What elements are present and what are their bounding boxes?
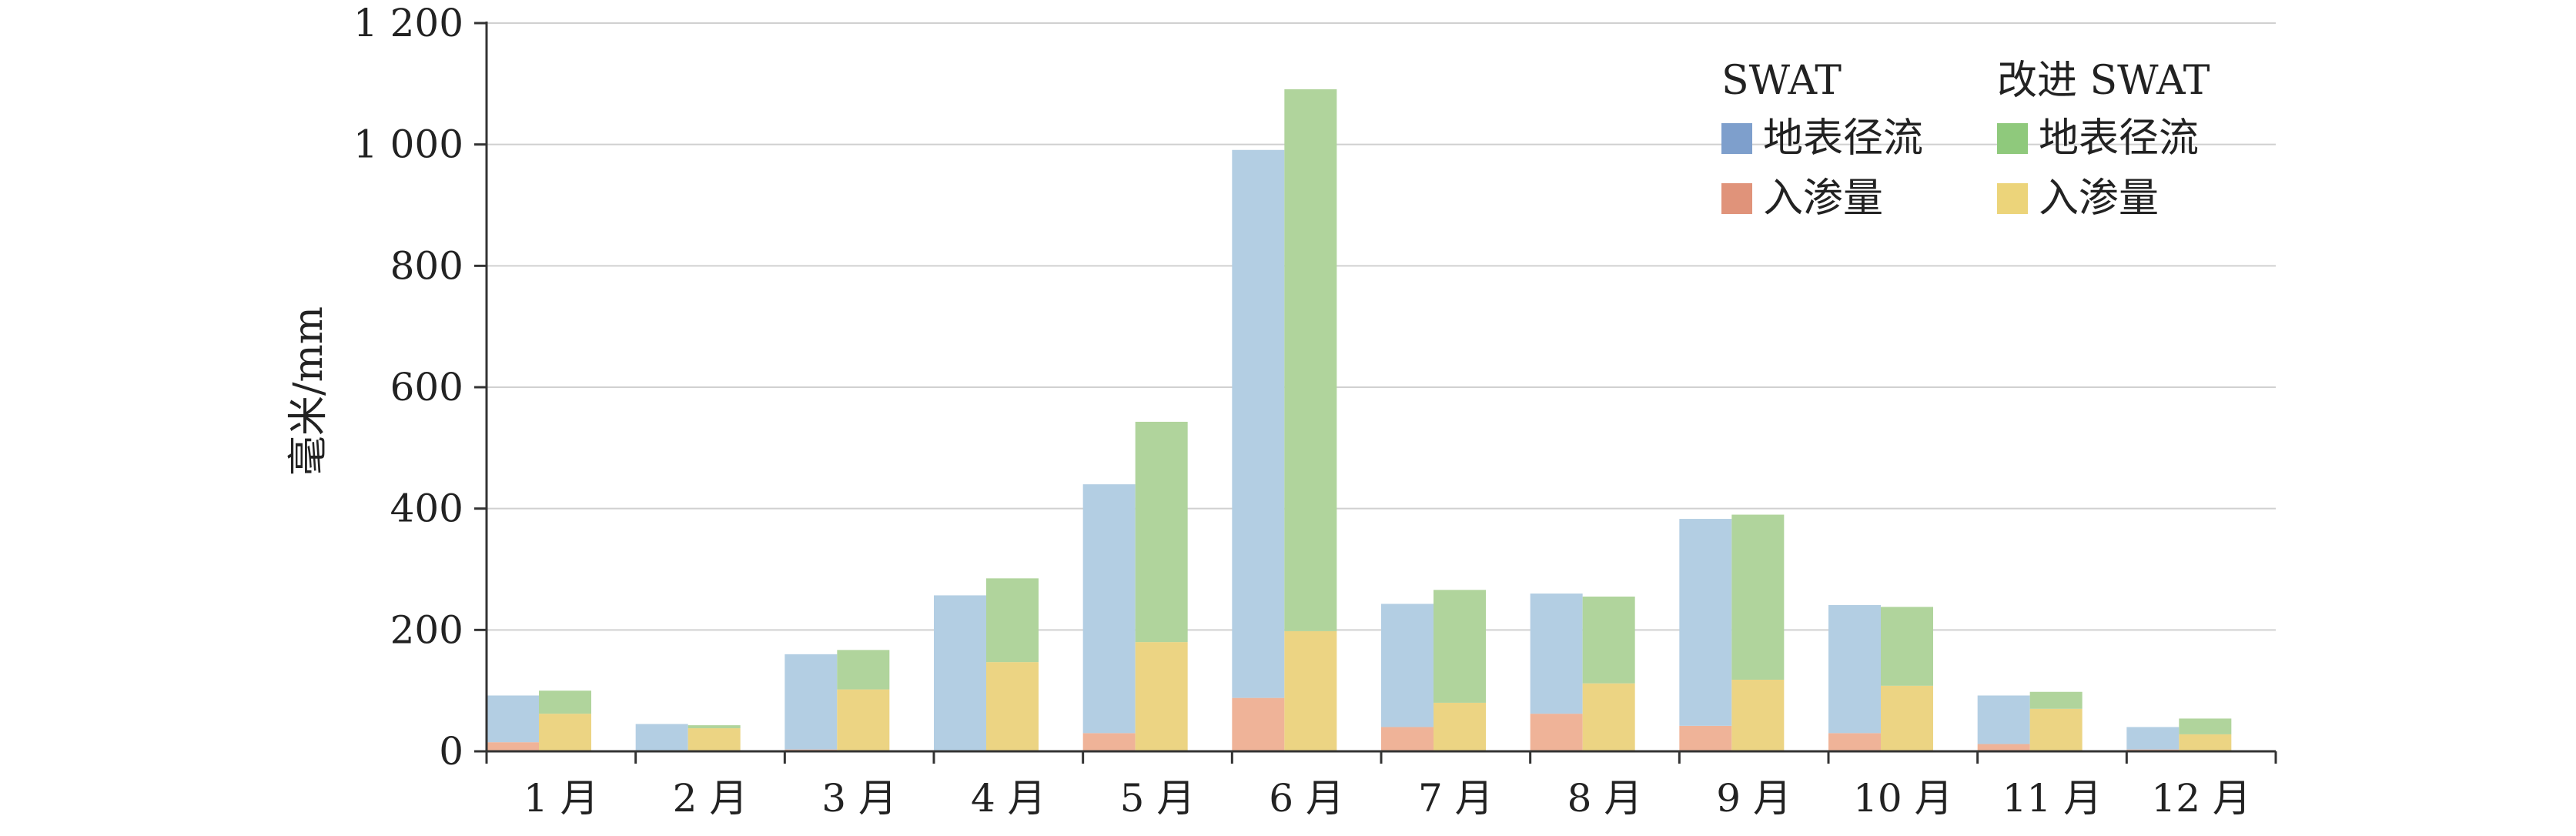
bar xyxy=(1881,685,1933,751)
y-tick-label: 0 xyxy=(439,729,463,774)
axes xyxy=(474,22,2277,764)
x-tick-label: 9 月 xyxy=(1716,776,1791,821)
y-tick-label: 1 000 xyxy=(353,122,463,167)
y-tick-label: 1 200 xyxy=(353,1,463,45)
x-tick-label: 12 月 xyxy=(2151,776,2251,821)
bar xyxy=(2126,727,2180,750)
bar xyxy=(539,714,591,751)
bar xyxy=(635,724,688,751)
bar xyxy=(837,650,890,690)
bar xyxy=(1082,484,1136,734)
bar xyxy=(1731,679,1785,751)
bar xyxy=(1828,733,1881,751)
legend-label: 地表径流 xyxy=(2039,115,2199,162)
y-tick-label: 800 xyxy=(390,243,463,288)
bar xyxy=(1530,594,1583,714)
bar xyxy=(837,689,890,751)
x-tick-label: 11 月 xyxy=(2002,776,2103,821)
legend-label: 入渗量 xyxy=(2039,176,2159,222)
legend-group-title: 改进 SWAT xyxy=(1997,58,2210,104)
bar xyxy=(1530,714,1583,751)
bar xyxy=(1828,605,1881,734)
bar xyxy=(1232,697,1285,751)
bar xyxy=(1381,604,1434,727)
bar xyxy=(2029,708,2083,751)
bar xyxy=(785,654,838,750)
y-tick-label: 600 xyxy=(390,365,463,410)
bar xyxy=(934,595,986,751)
bar xyxy=(1434,590,1486,703)
bar xyxy=(1679,519,1732,726)
bar xyxy=(687,728,741,751)
y-tick-label: 400 xyxy=(390,487,463,531)
bar xyxy=(1977,744,2030,751)
bar xyxy=(1381,727,1434,751)
bar xyxy=(1977,695,2030,744)
bar xyxy=(1135,642,1188,751)
bar xyxy=(986,662,1039,751)
x-tick-label: 1 月 xyxy=(524,776,599,821)
bar xyxy=(1284,89,1337,631)
bar xyxy=(487,695,539,743)
bar xyxy=(1731,514,1785,680)
legend-label: 地表径流 xyxy=(1763,115,1923,162)
bars xyxy=(487,89,2232,751)
bar xyxy=(1679,725,1732,751)
legend-swatch xyxy=(1721,183,1752,214)
bar xyxy=(539,691,591,714)
bar xyxy=(1582,683,1635,751)
bar xyxy=(2179,718,2232,734)
x-tick-label: 5 月 xyxy=(1120,776,1196,821)
bar xyxy=(487,742,539,751)
bar xyxy=(1881,607,1933,686)
x-tick-label: 2 月 xyxy=(673,776,748,821)
bar xyxy=(1582,596,1635,684)
bar xyxy=(1284,630,1337,751)
legend-swatch xyxy=(1997,123,2028,154)
bar xyxy=(2029,691,2083,709)
legend-swatch xyxy=(1721,123,1752,154)
x-tick-label: 6 月 xyxy=(1269,776,1344,821)
grid-lines xyxy=(487,22,2276,631)
x-tick-label: 3 月 xyxy=(821,776,897,821)
x-tick-label: 8 月 xyxy=(1567,776,1643,821)
x-tick-label: 4 月 xyxy=(971,776,1046,821)
y-tick-label: 200 xyxy=(390,607,463,652)
legend-swatch xyxy=(1997,183,2028,214)
y-axis-title: 毫米/mm xyxy=(286,306,332,476)
x-tick-label: 7 月 xyxy=(1418,776,1494,821)
legend-label: 入渗量 xyxy=(1763,176,1883,222)
bar xyxy=(1434,702,1486,751)
y-tick-labels: 0 200 400 600 800 1 000 1 200 xyxy=(353,1,463,774)
bar xyxy=(986,578,1039,663)
bar xyxy=(687,725,741,729)
legend-group-title: SWAT xyxy=(1721,58,1842,104)
x-tick-labels: 1 月 2 月 3 月 4 月 5 月 6 月 7 月 8 月 9 月 10 月 11 月 12 月 xyxy=(524,776,2251,821)
bar xyxy=(2179,734,2232,751)
bar xyxy=(1082,733,1136,751)
bar xyxy=(1135,421,1188,643)
x-tick-label: 10 月 xyxy=(1853,776,1953,821)
bar xyxy=(1232,149,1285,698)
